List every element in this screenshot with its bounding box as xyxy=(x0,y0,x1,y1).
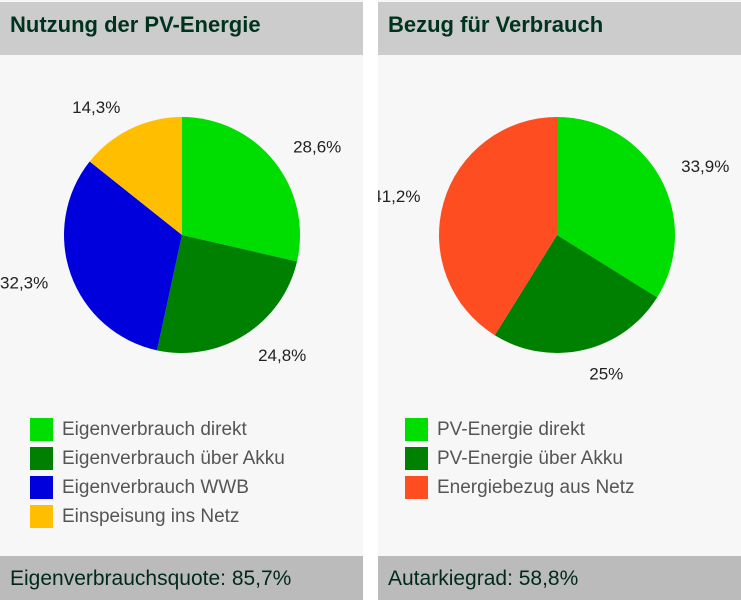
pie-chart: 33,9% 25% 41,2% xyxy=(378,117,729,383)
slice-label: 41,2% xyxy=(378,187,420,206)
pie-slice xyxy=(182,117,300,262)
legend-swatch xyxy=(405,447,428,470)
legend-label: PV-Energie direkt xyxy=(437,419,585,440)
legend: PV-Energie direkt PV-Energie über Akku Ene… xyxy=(405,418,635,505)
pie-slice xyxy=(156,235,297,353)
slice-label: 28,6% xyxy=(293,138,341,157)
legend-swatch xyxy=(405,418,428,441)
legend-label: Einspeisung ins Netz xyxy=(62,506,240,527)
slice-label: 24,8% xyxy=(258,346,306,365)
legend: Eigenverbrauch direkt Eigenverbrauch über… xyxy=(30,418,285,534)
legend-item: Eigenverbrauch über Akku xyxy=(30,447,285,476)
pie-chart: 28,6% 24,8% 32,3% 14,3% xyxy=(0,98,341,365)
legend-label: Energiebezug aus Netz xyxy=(437,477,635,498)
legend-swatch xyxy=(30,447,53,470)
legend-label: Eigenverbrauch über Akku xyxy=(62,448,285,469)
legend-label: Eigenverbrauch direkt xyxy=(62,419,247,440)
autarky-rate: Autarkiegrad: 58,8% xyxy=(378,556,741,600)
legend-label: Eigenverbrauch WWB xyxy=(62,477,249,498)
legend-item: PV-Energie direkt xyxy=(405,418,635,447)
slice-label: 33,9% xyxy=(681,157,729,176)
pie-slice xyxy=(557,117,675,298)
panel-title: Bezug für Verbrauch xyxy=(378,2,741,55)
pie-slice xyxy=(63,161,183,351)
slice-label: 14,3% xyxy=(72,98,120,117)
legend-swatch xyxy=(30,418,53,441)
slice-label: 32,3% xyxy=(0,274,48,293)
legend-item: Eigenverbrauch direkt xyxy=(30,418,285,447)
slice-label: 25% xyxy=(589,364,623,383)
self-consumption-rate: Eigenverbrauchsquote: 85,7% xyxy=(0,556,363,600)
legend-item: PV-Energie über Akku xyxy=(405,447,635,476)
pv-usage-panel: Nutzung der PV-Energie 28,6% 24,8% 32,3% 14… xyxy=(0,0,363,600)
legend-label: PV-Energie über Akku xyxy=(437,448,623,469)
legend-item: Einspeisung ins Netz xyxy=(30,505,285,534)
pie-slice xyxy=(89,117,182,235)
legend-swatch xyxy=(30,505,53,528)
legend-item: Eigenverbrauch WWB xyxy=(30,476,285,505)
pie-slice xyxy=(494,235,658,353)
consumption-source-panel: Bezug für Verbrauch 33,9% 25% 41,2% PV-Ene… xyxy=(378,0,741,600)
legend-swatch xyxy=(30,476,53,499)
panel-title: Nutzung der PV-Energie xyxy=(0,2,363,55)
legend-swatch xyxy=(405,476,428,499)
legend-item: Energiebezug aus Netz xyxy=(405,476,635,505)
pie-slice xyxy=(439,117,557,336)
